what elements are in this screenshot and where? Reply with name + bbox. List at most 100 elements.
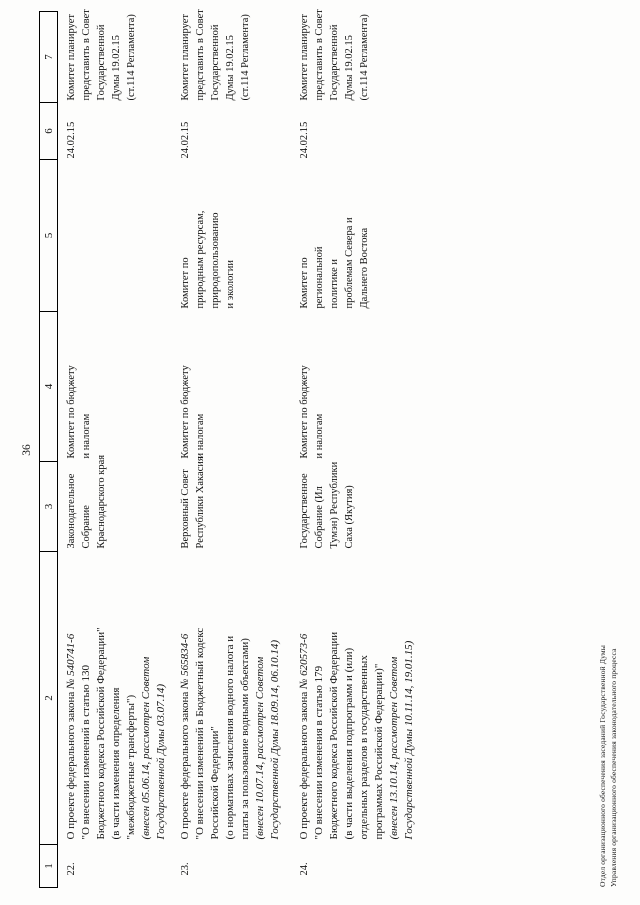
row-number: 23. bbox=[180, 862, 191, 876]
law-cell: О проекте федерального закона № 565834-6… bbox=[169, 552, 283, 845]
row-number-cell: 24. bbox=[283, 845, 417, 888]
consideration-date: 24.02.15 bbox=[180, 121, 191, 159]
law-number: № 620573-6 bbox=[298, 633, 310, 690]
initiator-line: Государственное bbox=[299, 473, 310, 549]
page-number: 36 bbox=[21, 444, 33, 456]
co-committee-line: Комитет по bbox=[180, 257, 191, 309]
law-title-line: О проекте федерального закона № 540741-6 bbox=[64, 552, 79, 840]
law-title-line: программах Российской Федерации)" bbox=[373, 663, 385, 840]
committee-cell: Комитет по бюджету и налогам bbox=[58, 312, 170, 462]
co-committee-line: Комитет по bbox=[299, 257, 310, 309]
committee-line: и налогам bbox=[81, 413, 92, 459]
co-committee-cell: Комитет по природным ресурсам, природополь… bbox=[169, 160, 283, 312]
law-title-line: "О внесении изменения в статью 179 bbox=[313, 665, 325, 840]
plan-line: представить в Совет bbox=[81, 9, 92, 101]
row-number: 24. bbox=[299, 862, 310, 876]
date-cell: 24.02.15 bbox=[169, 103, 283, 160]
initiator-line: Собрание (Ил bbox=[314, 486, 325, 549]
initiator-line: Саха (Якутия) bbox=[344, 485, 355, 549]
footer-line-2: Управления организационного обеспечения … bbox=[609, 648, 618, 887]
row-number-cell: 23. bbox=[169, 845, 283, 888]
law-title-line: отдельных разделов в государственных bbox=[358, 655, 370, 840]
plan-line: Думы 19.02.15 bbox=[225, 35, 236, 101]
law-note-line: Государственной Думы 18.09.14, 06.10.14) bbox=[269, 639, 281, 840]
initiator-cell: Государственное Собрание (Ил Тумэн) Респуб… bbox=[283, 462, 417, 552]
column-header-4: 4 bbox=[39, 311, 58, 462]
consideration-date: 24.02.15 bbox=[299, 121, 310, 159]
plan-cell: Комитет планирует представить в Совет Госу… bbox=[58, 9, 170, 103]
law-note-line: Государственной Думы 10.11.14, 19.01.15) bbox=[403, 640, 415, 840]
law-cell: О проекте федерального закона № 620573-6… bbox=[283, 552, 417, 845]
row-number: 22. bbox=[66, 862, 77, 876]
plan-line: Думы 19.02.15 bbox=[344, 35, 355, 101]
date-cell: 24.02.15 bbox=[58, 103, 170, 160]
plan-line: (ст.114 Регламента) bbox=[126, 14, 137, 101]
consideration-date: 24.02.15 bbox=[66, 121, 77, 159]
law-title-line: Бюджетного кодекса Российской Федерации" bbox=[95, 627, 107, 840]
committee-line: Комитет по бюджету bbox=[66, 365, 77, 459]
law-title-line: (в части выделения подпрограмм и (или) bbox=[343, 647, 355, 840]
committee-line: Комитет по бюджету bbox=[299, 365, 310, 459]
row-number-cell: 22. bbox=[58, 845, 170, 888]
committee-line: и налогам bbox=[195, 413, 206, 459]
plan-line: (ст.114 Регламента) bbox=[359, 14, 370, 101]
law-title-text: О проекте федерального закона bbox=[298, 689, 310, 840]
plan-line: Государственной bbox=[210, 24, 221, 101]
initiator-cell: Верховный Совет Республики Хакасия bbox=[169, 456, 283, 552]
initiator-line: Верховный Совет bbox=[180, 469, 191, 549]
law-title-line: "межбюджетные трансферты") bbox=[125, 694, 137, 840]
law-title-line: (в части изменения определения bbox=[110, 687, 122, 840]
table-row: 23. О проекте федерального закона № 56583… bbox=[169, 9, 283, 888]
law-cell: О проекте федерального закона № 540741-6… bbox=[58, 552, 170, 845]
law-note-line: (внесен 13.10.14, рассмотрен Советом bbox=[388, 656, 400, 840]
plan-line: Комитет планирует bbox=[180, 14, 191, 101]
column-header-7: 7 bbox=[39, 11, 58, 103]
co-committee-line: политике и bbox=[329, 258, 340, 309]
committee-line: и налогам bbox=[314, 413, 325, 459]
law-title-line: "О внесении изменений в Бюджетный кодекс bbox=[194, 627, 206, 840]
law-title-line: Российской Федерации" bbox=[209, 726, 221, 840]
plan-cell: Комитет планирует представить в Совет Госу… bbox=[169, 9, 283, 103]
plan-line: представить в Совет bbox=[195, 9, 206, 101]
plan-line: Государственной bbox=[329, 24, 340, 101]
initiator-line: Краснодарского края bbox=[96, 454, 107, 549]
date-cell: 24.02.15 bbox=[283, 103, 417, 160]
co-committee-line: природным ресурсам, bbox=[195, 210, 206, 309]
plan-line: (ст.114 Регламента) bbox=[240, 14, 251, 101]
table-row: 24. О проекте федерального закона № 62057… bbox=[283, 9, 417, 888]
co-committee-line: проблемам Севера и bbox=[344, 217, 355, 309]
plan-line: Комитет планирует bbox=[66, 14, 77, 101]
plan-line: Государственной bbox=[96, 24, 107, 101]
plan-line: Комитет планирует bbox=[299, 14, 310, 101]
column-header-2: 2 bbox=[39, 551, 58, 845]
law-title-line: платы за пользование водными объектами) bbox=[239, 638, 251, 840]
column-header-5: 5 bbox=[39, 159, 58, 312]
plan-cell: Комитет планирует представить в Совет Госу… bbox=[283, 9, 417, 103]
law-note-line: (внесен 05.06.14, рассмотрен Советом bbox=[140, 656, 152, 840]
co-committee-line: Дальнего Востока bbox=[359, 227, 370, 309]
column-header-3: 3 bbox=[39, 461, 58, 552]
table-row: 22. О проекте федерального закона № 54074… bbox=[58, 9, 170, 888]
law-title-text: О проекте федерального закона bbox=[179, 689, 191, 840]
co-committee-cell bbox=[58, 160, 170, 312]
law-title-text: О проекте федерального закона bbox=[65, 689, 77, 840]
law-title-line: (о нормативах зачисления водного налога … bbox=[224, 635, 236, 840]
footer-note: Отдел организационного обеспечения засед… bbox=[597, 645, 619, 887]
co-committee-cell: Комитет по региональной политике и проблема… bbox=[283, 160, 417, 312]
law-title-line: Бюджетного кодекса Российской Федерации bbox=[328, 631, 340, 840]
law-number: № 565834-6 bbox=[179, 633, 191, 690]
column-header-6: 6 bbox=[39, 102, 58, 160]
law-note-line: Государственной Думы 03.07.14) bbox=[155, 683, 167, 840]
footer-line-1: Отдел организационного обеспечения засед… bbox=[598, 645, 607, 887]
co-committee-line: и экологии bbox=[225, 260, 236, 309]
initiator-cell: Законодательное Собрание Краснодарского кр… bbox=[58, 454, 170, 552]
law-number: № 540741-6 bbox=[65, 633, 77, 690]
initiator-line: Собрание bbox=[81, 505, 92, 549]
law-title-line: "О внесении изменений в статью 130 bbox=[80, 665, 92, 840]
committee-cell: Комитет по бюджету и налогам bbox=[283, 312, 417, 462]
law-title-line: О проекте федерального закона № 620573-6 bbox=[297, 552, 312, 840]
initiator-line: Республики Хакасия bbox=[195, 456, 206, 549]
